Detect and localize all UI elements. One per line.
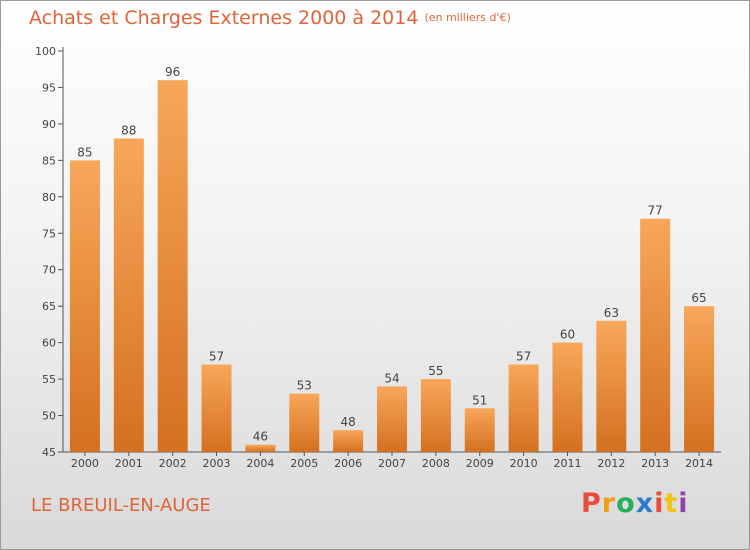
bar-value-label: 60	[560, 328, 575, 342]
x-tick-label: 2001	[115, 457, 143, 470]
bar	[245, 444, 276, 452]
y-tick-label: 85	[42, 154, 56, 167]
bar	[640, 218, 671, 452]
chart-unit: (en milliers d'€)	[424, 11, 511, 24]
y-tick-label: 80	[42, 191, 56, 204]
bar	[552, 342, 583, 452]
y-tick-label: 90	[42, 118, 56, 131]
bar	[377, 386, 407, 452]
y-tick-label: 45	[42, 446, 56, 459]
bar	[201, 364, 232, 452]
bar	[684, 306, 715, 452]
chart-title-text: Achats et Charges Externes 2000 à 2014	[29, 7, 419, 29]
bar-value-label: 96	[165, 65, 180, 79]
bar	[508, 364, 539, 452]
y-tick-label: 65	[42, 300, 56, 313]
bar-value-label: 51	[472, 393, 487, 407]
x-tick-label: 2014	[685, 457, 713, 470]
place-name: LE BREUIL-EN-AUGE	[31, 495, 211, 516]
bar-value-label: 57	[516, 350, 531, 364]
x-tick-label: 2012	[597, 457, 625, 470]
bar-value-label: 55	[428, 364, 443, 378]
chart-title: Achats et Charges Externes 2000 à 2014 (e…	[29, 7, 511, 29]
x-tick-label: 2004	[246, 457, 274, 470]
y-tick-label: 70	[42, 264, 56, 277]
x-tick-label: 2011	[553, 457, 581, 470]
bar	[464, 408, 495, 452]
x-tick-label: 2008	[422, 457, 450, 470]
bar-value-label: 88	[121, 123, 136, 137]
bar-value-label: 65	[691, 291, 706, 305]
bar-value-label: 54	[384, 371, 399, 385]
y-tick-label: 100	[35, 45, 56, 58]
bar-value-label: 57	[209, 350, 224, 364]
bar-value-label: 63	[604, 306, 619, 320]
x-tick-label: 2005	[290, 457, 318, 470]
x-tick-label: 2007	[378, 457, 406, 470]
x-tick-label: 2013	[641, 457, 669, 470]
x-tick-label: 2010	[510, 457, 538, 470]
x-tick-label: 2002	[159, 457, 187, 470]
y-tick-label: 50	[42, 410, 56, 423]
bar	[420, 379, 451, 452]
bar-value-label: 48	[340, 415, 355, 429]
bar	[69, 160, 100, 452]
bar	[333, 430, 364, 452]
x-tick-label: 2000	[71, 457, 99, 470]
proxiti-logo: Proxiti	[581, 488, 689, 519]
bar-value-label: 46	[253, 430, 268, 444]
x-tick-label: 2009	[466, 457, 494, 470]
y-tick-label: 60	[42, 337, 56, 350]
x-tick-label: 2003	[203, 457, 231, 470]
bar-value-label: 53	[297, 379, 312, 393]
y-tick-label: 95	[42, 81, 56, 94]
bar	[157, 80, 188, 452]
bar	[596, 320, 627, 452]
y-tick-label: 75	[42, 227, 56, 240]
x-tick-label: 2006	[334, 457, 362, 470]
bar-value-label: 85	[77, 145, 92, 159]
bar	[289, 393, 320, 452]
y-tick-label: 55	[42, 373, 56, 386]
bar	[113, 138, 144, 452]
bar-value-label: 77	[648, 204, 663, 218]
